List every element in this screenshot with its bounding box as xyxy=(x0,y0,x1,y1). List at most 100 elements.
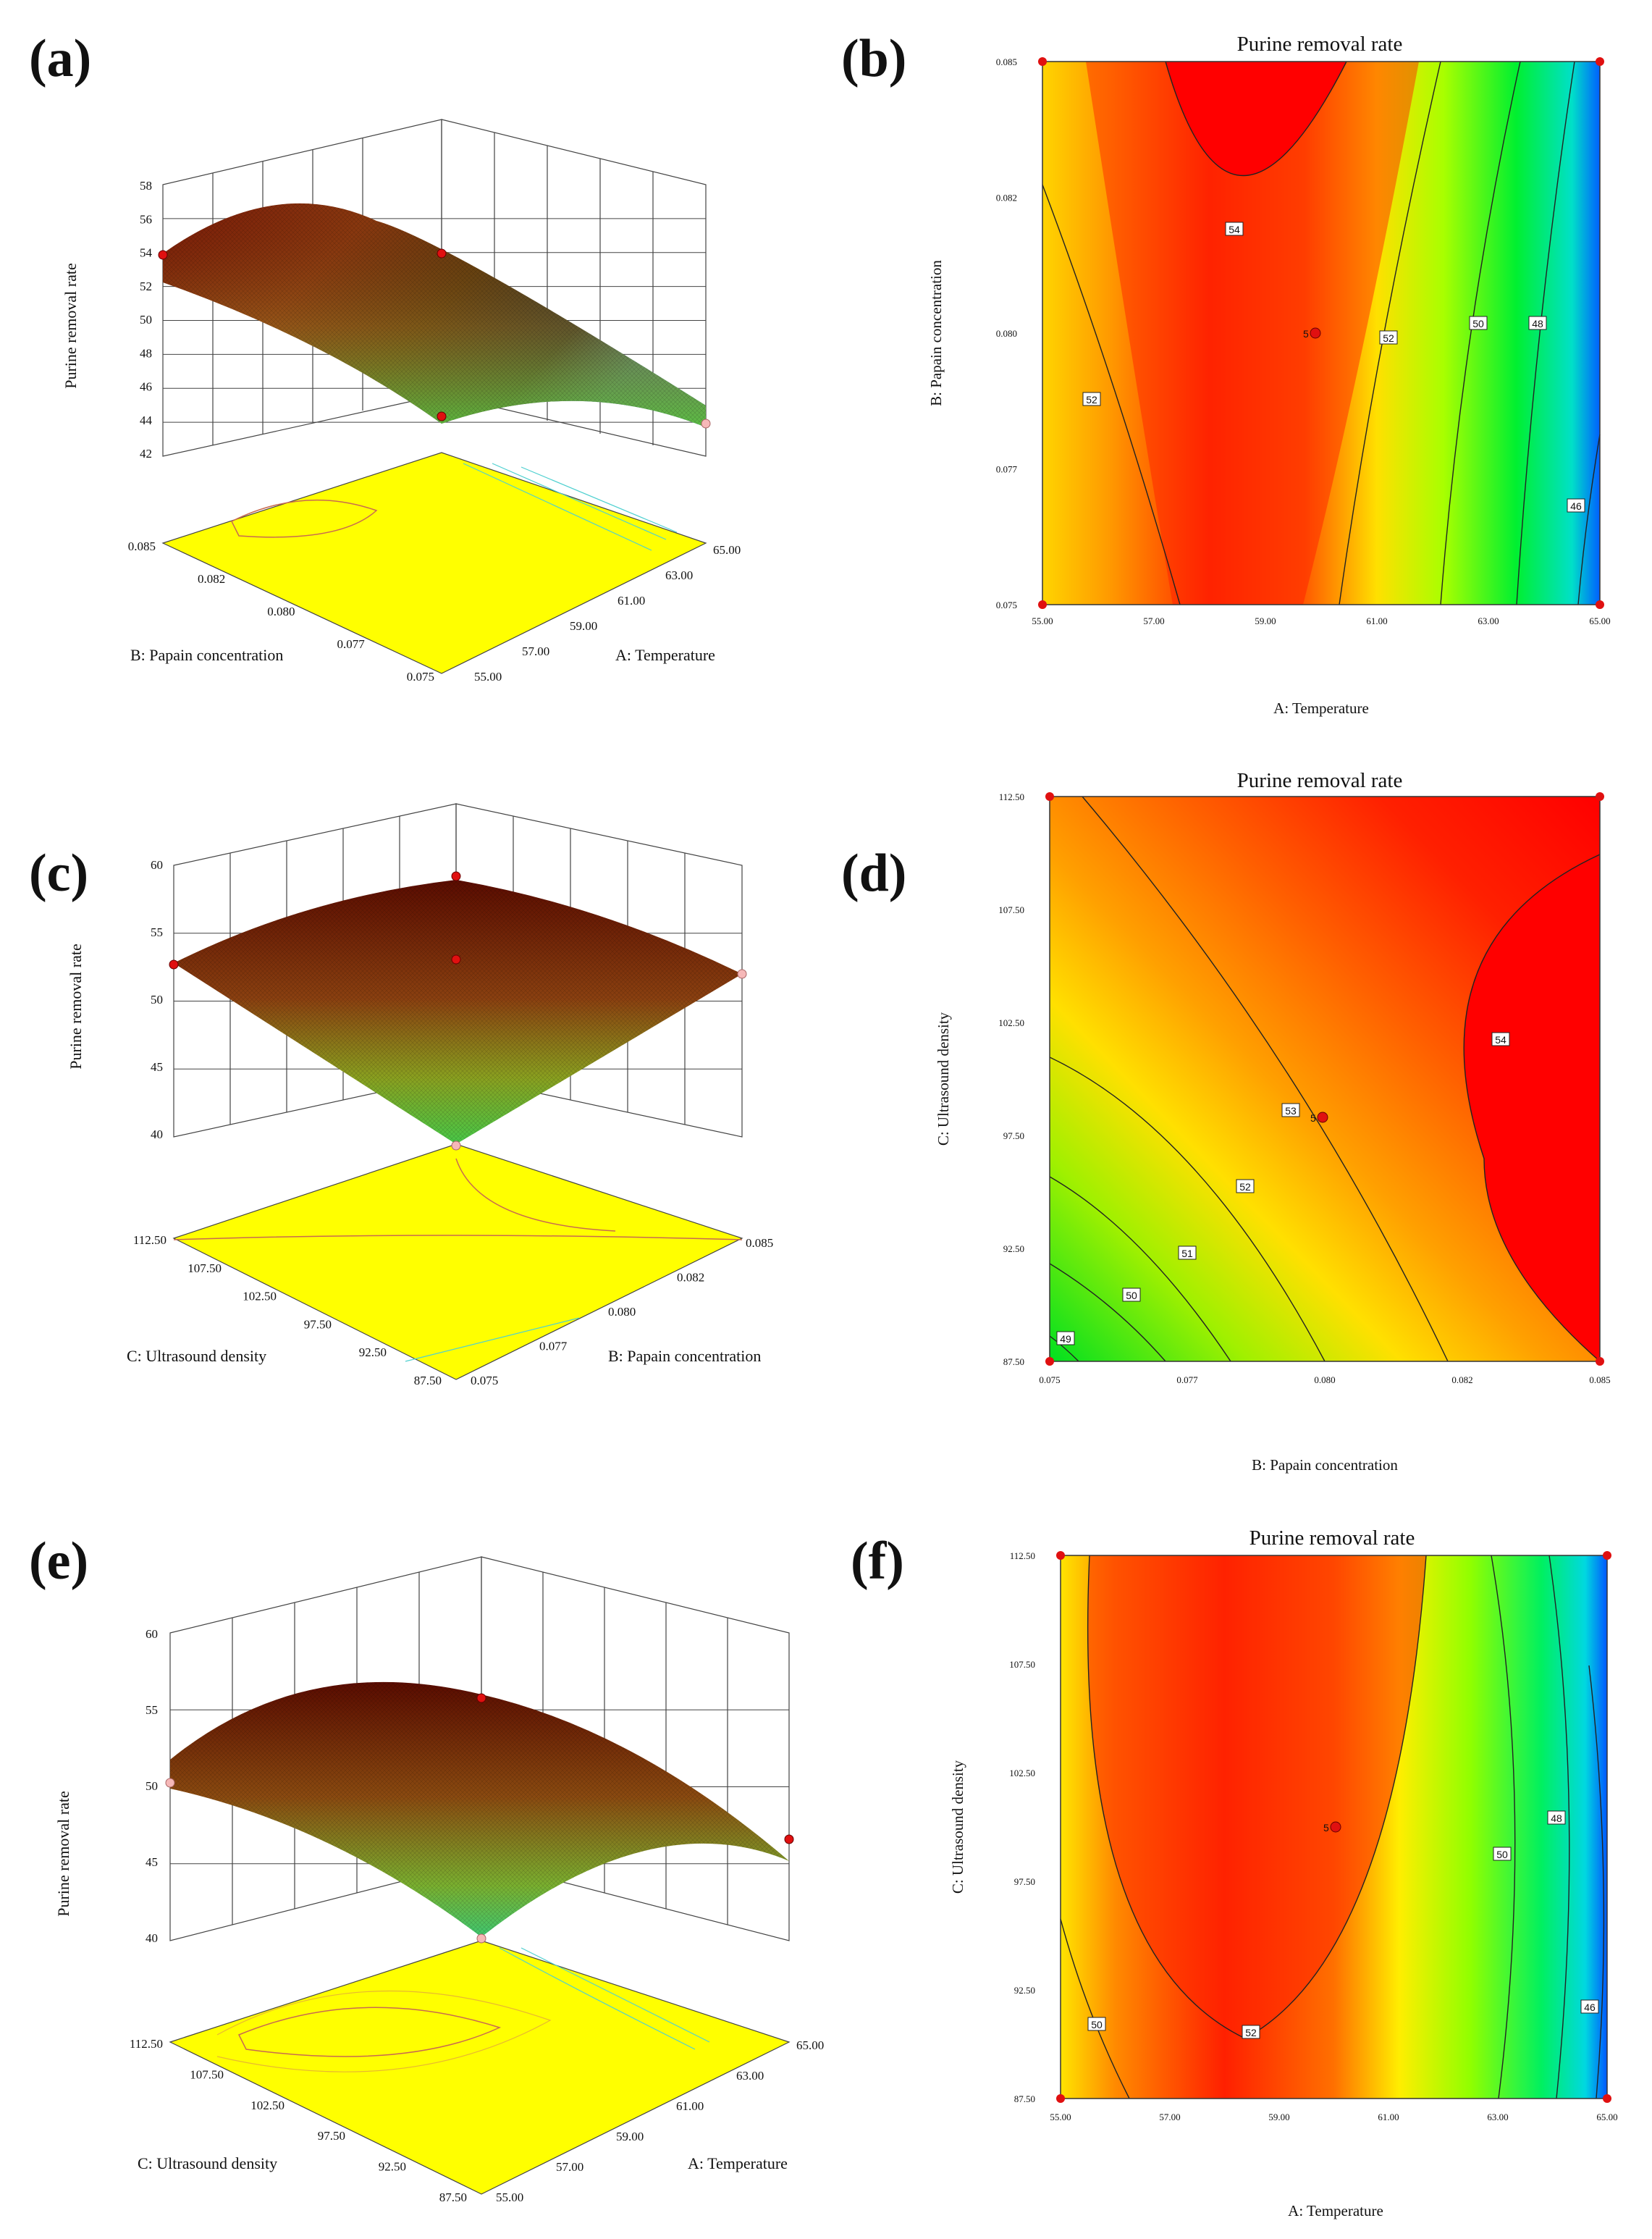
z-tick-label: 46 xyxy=(140,380,152,394)
y-tick-label: 102.50 xyxy=(243,1290,277,1303)
y-tick-label: 87.50 xyxy=(414,1374,442,1387)
x-tick-label: 55.00 xyxy=(496,2190,523,2204)
design-point xyxy=(169,959,179,970)
surface-mesh-c xyxy=(174,880,742,1144)
contour-line xyxy=(1049,1176,1231,1362)
y-tick-label: 0.085 xyxy=(996,56,1017,67)
design-point xyxy=(165,1778,175,1788)
contour-label: 52 xyxy=(1379,330,1398,345)
contour-label-text: 54 xyxy=(1229,224,1240,235)
y-tick-label: 107.50 xyxy=(1009,1659,1035,1670)
y-tick-label: 112.50 xyxy=(999,791,1024,802)
x-tick-label: 0.080 xyxy=(1314,1374,1335,1385)
contour-plot-d: Purine removal rate 54 53 52 51 50 49 5 B: Pa… xyxy=(935,769,1611,1474)
y-tick-label: 112.50 xyxy=(130,2037,163,2051)
floor-a xyxy=(161,452,707,674)
contour-label: 46 xyxy=(1580,1999,1599,2014)
y-tick-label: 0.085 xyxy=(128,539,156,553)
design-point xyxy=(451,1140,461,1151)
contour-label: 52 xyxy=(1082,392,1101,406)
contour-peak-d xyxy=(1464,854,1600,1361)
contour-label-text: 50 xyxy=(1091,2019,1103,2030)
z-tick-label: 52 xyxy=(140,280,152,293)
panel-label-d: (d) xyxy=(841,844,906,903)
contour-label: 51 xyxy=(1178,1245,1197,1260)
design-point xyxy=(1038,57,1047,66)
panel-label-c: (c) xyxy=(29,844,88,903)
x-tick-label: 0.077 xyxy=(1176,1374,1198,1385)
z-axis-label-a: Purine removal rate xyxy=(62,263,80,389)
contour-label: 52 xyxy=(1242,2025,1260,2039)
y-tick-label: 0.082 xyxy=(996,193,1017,203)
contour-label-text: 50 xyxy=(1126,1290,1137,1301)
chart-title-d: Purine removal rate xyxy=(1237,769,1403,792)
y-axis-label-a: B: Papain concentration xyxy=(130,646,283,664)
z-tick-label: 40 xyxy=(151,1127,163,1141)
y-tick-label: 112.50 xyxy=(133,1233,167,1247)
contour-label: 52 xyxy=(1236,1179,1255,1193)
y-tick-label: 97.50 xyxy=(1003,1130,1024,1141)
contour-line xyxy=(1042,184,1181,605)
design-point xyxy=(1056,1551,1065,1560)
design-point xyxy=(1038,600,1047,609)
floor-contour-e xyxy=(216,1990,552,2072)
design-point xyxy=(1596,57,1604,66)
contour-peak-b xyxy=(1166,62,1347,176)
z-tick-label: 60 xyxy=(146,1627,158,1641)
z-tick-label: 54 xyxy=(140,246,153,260)
design-point xyxy=(437,248,447,259)
x-tick-label: 65.00 xyxy=(1589,616,1610,626)
x-tick-label: 55.00 xyxy=(1050,2112,1071,2122)
x-tick-label: 57.00 xyxy=(556,2160,583,2174)
design-point xyxy=(451,954,461,965)
x-tick-label: 0.085 xyxy=(746,1236,773,1250)
plot-frame-b xyxy=(1042,61,1601,605)
contour-label: 50 xyxy=(1122,1287,1141,1302)
contour-plot-f: Purine removal rate 52 50 50 48 46 5 A: Temp… xyxy=(949,1526,1618,2219)
contour-label-text: 48 xyxy=(1532,318,1543,329)
floor-contour-c xyxy=(173,1235,743,1240)
contour-label: 54 xyxy=(1491,1032,1510,1046)
center-point-d xyxy=(1317,1112,1328,1123)
x-axis-label-a: A: Temperature xyxy=(615,646,715,664)
x-axis-label-f: A: Temperature xyxy=(1288,2202,1383,2219)
contour-line xyxy=(1577,434,1601,605)
y-tick-label: 87.50 xyxy=(1014,2093,1035,2104)
contour-core-b xyxy=(1086,62,1419,605)
x-axis-label-b: A: Temperature xyxy=(1273,700,1369,717)
contour-line xyxy=(1463,854,1601,1362)
z-tick-label: 42 xyxy=(140,447,152,461)
surface-plot-c: Purine removal rate 60 55 50 45 40 C: Ultras… xyxy=(67,803,773,1387)
z-tick-label: 58 xyxy=(140,179,152,193)
design-point xyxy=(1056,2094,1065,2103)
center-count-d: 5 xyxy=(1310,1112,1316,1124)
contour-line xyxy=(1060,1918,1130,2099)
design-point xyxy=(476,1693,486,1703)
contour-line xyxy=(1548,1555,1570,2099)
contour-label: 48 xyxy=(1547,1810,1566,1825)
x-tick-label: 55.00 xyxy=(1032,616,1053,626)
floor-lines-e xyxy=(499,1947,710,2050)
y-tick-label: 107.50 xyxy=(998,904,1024,915)
y-tick-label: 0.075 xyxy=(407,670,434,684)
y-tick-label: 102.50 xyxy=(998,1017,1024,1028)
x-tick-label: 57.00 xyxy=(1143,616,1164,626)
x-tick-label: 63.00 xyxy=(736,2069,764,2083)
plot-frame-f xyxy=(1060,1555,1608,2099)
z-axis-label-c: Purine removal rate xyxy=(67,944,85,1070)
contour-label: 54 xyxy=(1225,222,1244,236)
contour-label-text: 52 xyxy=(1239,1181,1251,1193)
design-point xyxy=(476,1933,486,1944)
contour-line xyxy=(1165,61,1347,177)
contour-line xyxy=(1049,1335,1079,1362)
contour-line xyxy=(1049,1263,1166,1362)
y-tick-label: 0.075 xyxy=(996,600,1017,610)
x-axis-label-e: A: Temperature xyxy=(688,2154,788,2172)
y-tick-label: 97.50 xyxy=(304,1317,332,1331)
y-axis-label-e: C: Ultrasound density xyxy=(138,2154,277,2172)
y-axis-label-d: C: Ultrasound density xyxy=(935,1012,952,1146)
contour-label-text: 46 xyxy=(1570,500,1582,512)
floor-lines-c xyxy=(405,1317,580,1362)
contour-label-text: 50 xyxy=(1472,318,1484,329)
floor-contour-e xyxy=(237,2007,502,2057)
